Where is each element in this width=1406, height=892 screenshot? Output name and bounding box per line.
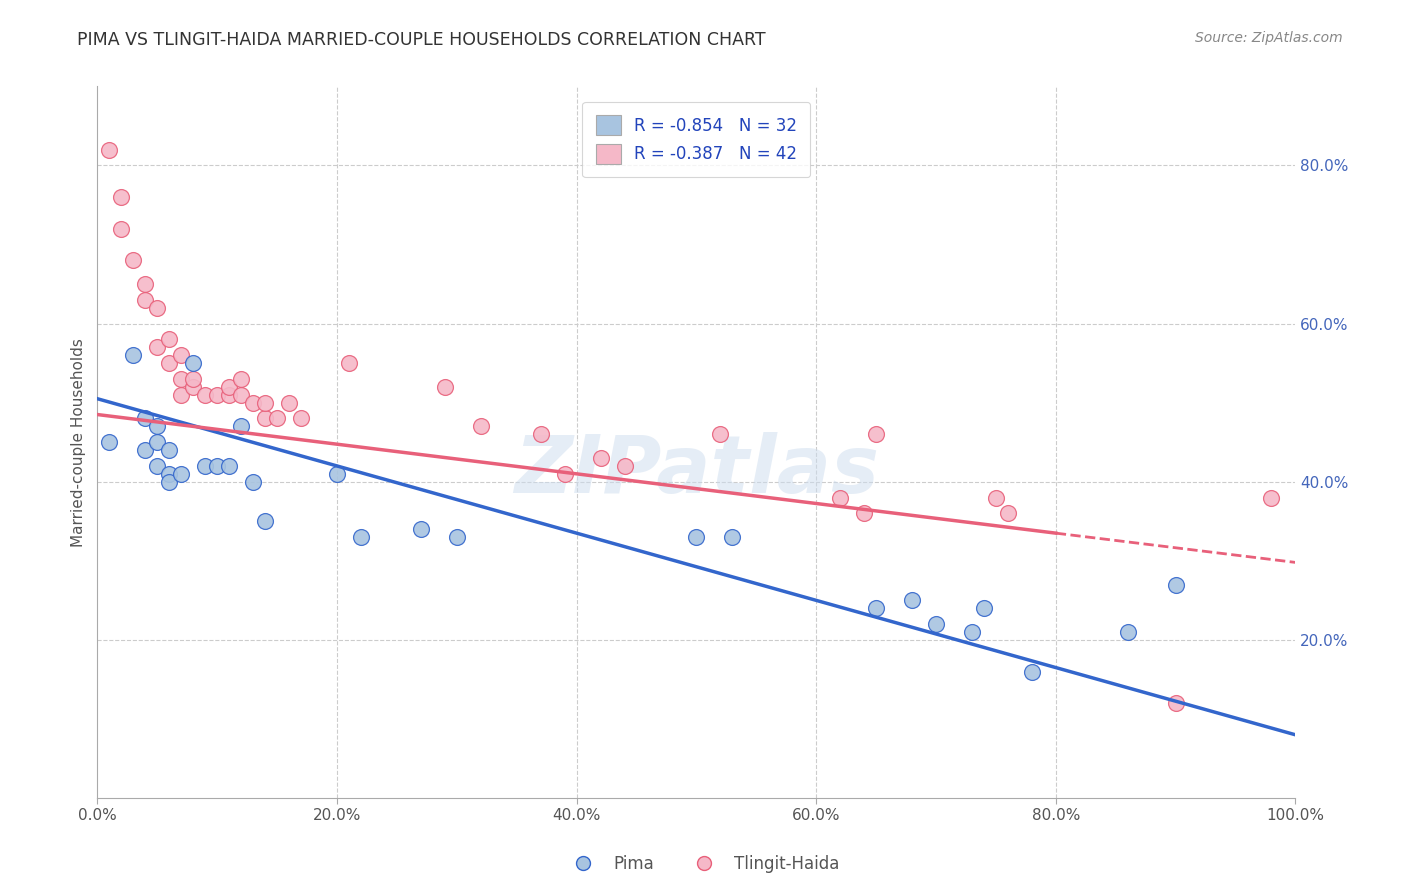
- Point: [157, 443, 180, 458]
- Point: [1164, 696, 1187, 710]
- Point: [229, 372, 252, 386]
- Point: [170, 467, 193, 481]
- Point: [170, 372, 193, 386]
- Point: [229, 419, 252, 434]
- Point: [1021, 665, 1043, 679]
- Point: [170, 388, 193, 402]
- Point: [254, 395, 277, 409]
- Point: [589, 450, 612, 465]
- Point: [218, 380, 240, 394]
- Point: [98, 143, 121, 157]
- Point: [122, 348, 145, 362]
- Point: [254, 514, 277, 528]
- Point: [326, 467, 349, 481]
- Point: [110, 221, 132, 235]
- Point: [218, 458, 240, 473]
- Point: [134, 411, 156, 425]
- Point: [865, 601, 887, 615]
- Point: [470, 419, 492, 434]
- Legend: Pima, Tlingit-Haida: Pima, Tlingit-Haida: [560, 848, 846, 880]
- Point: [242, 395, 264, 409]
- Point: [433, 380, 456, 394]
- Point: [865, 427, 887, 442]
- Text: PIMA VS TLINGIT-HAIDA MARRIED-COUPLE HOUSEHOLDS CORRELATION CHART: PIMA VS TLINGIT-HAIDA MARRIED-COUPLE HOU…: [77, 31, 766, 49]
- Point: [350, 530, 373, 544]
- Point: [254, 411, 277, 425]
- Point: [122, 253, 145, 268]
- Point: [337, 356, 360, 370]
- Point: [409, 522, 432, 536]
- Point: [925, 617, 948, 632]
- Point: [266, 411, 288, 425]
- Point: [170, 348, 193, 362]
- Point: [709, 427, 731, 442]
- Point: [146, 340, 169, 354]
- Point: [973, 601, 995, 615]
- Point: [278, 395, 301, 409]
- Point: [997, 507, 1019, 521]
- Point: [830, 491, 852, 505]
- Point: [960, 625, 983, 640]
- Point: [157, 475, 180, 489]
- Point: [157, 356, 180, 370]
- Point: [157, 467, 180, 481]
- Point: [146, 435, 169, 450]
- Point: [530, 427, 553, 442]
- Point: [1164, 577, 1187, 591]
- Point: [110, 190, 132, 204]
- Legend: R = -0.854   N = 32, R = -0.387   N = 42: R = -0.854 N = 32, R = -0.387 N = 42: [582, 102, 810, 178]
- Point: [1116, 625, 1139, 640]
- Point: [134, 277, 156, 291]
- Point: [181, 380, 204, 394]
- Point: [134, 443, 156, 458]
- Point: [901, 593, 924, 607]
- Point: [181, 356, 204, 370]
- Point: [984, 491, 1007, 505]
- Point: [146, 458, 169, 473]
- Point: [229, 388, 252, 402]
- Point: [554, 467, 576, 481]
- Point: [685, 530, 707, 544]
- Point: [446, 530, 468, 544]
- Point: [98, 435, 121, 450]
- Point: [134, 293, 156, 307]
- Y-axis label: Married-couple Households: Married-couple Households: [72, 338, 86, 547]
- Point: [181, 372, 204, 386]
- Point: [205, 388, 228, 402]
- Point: [205, 458, 228, 473]
- Point: [721, 530, 744, 544]
- Point: [157, 333, 180, 347]
- Point: [146, 301, 169, 315]
- Point: [290, 411, 312, 425]
- Point: [218, 388, 240, 402]
- Text: Source: ZipAtlas.com: Source: ZipAtlas.com: [1195, 31, 1343, 45]
- Text: ZIPatlas: ZIPatlas: [515, 432, 879, 509]
- Point: [613, 458, 636, 473]
- Point: [146, 419, 169, 434]
- Point: [242, 475, 264, 489]
- Point: [194, 458, 217, 473]
- Point: [1260, 491, 1282, 505]
- Point: [853, 507, 876, 521]
- Point: [194, 388, 217, 402]
